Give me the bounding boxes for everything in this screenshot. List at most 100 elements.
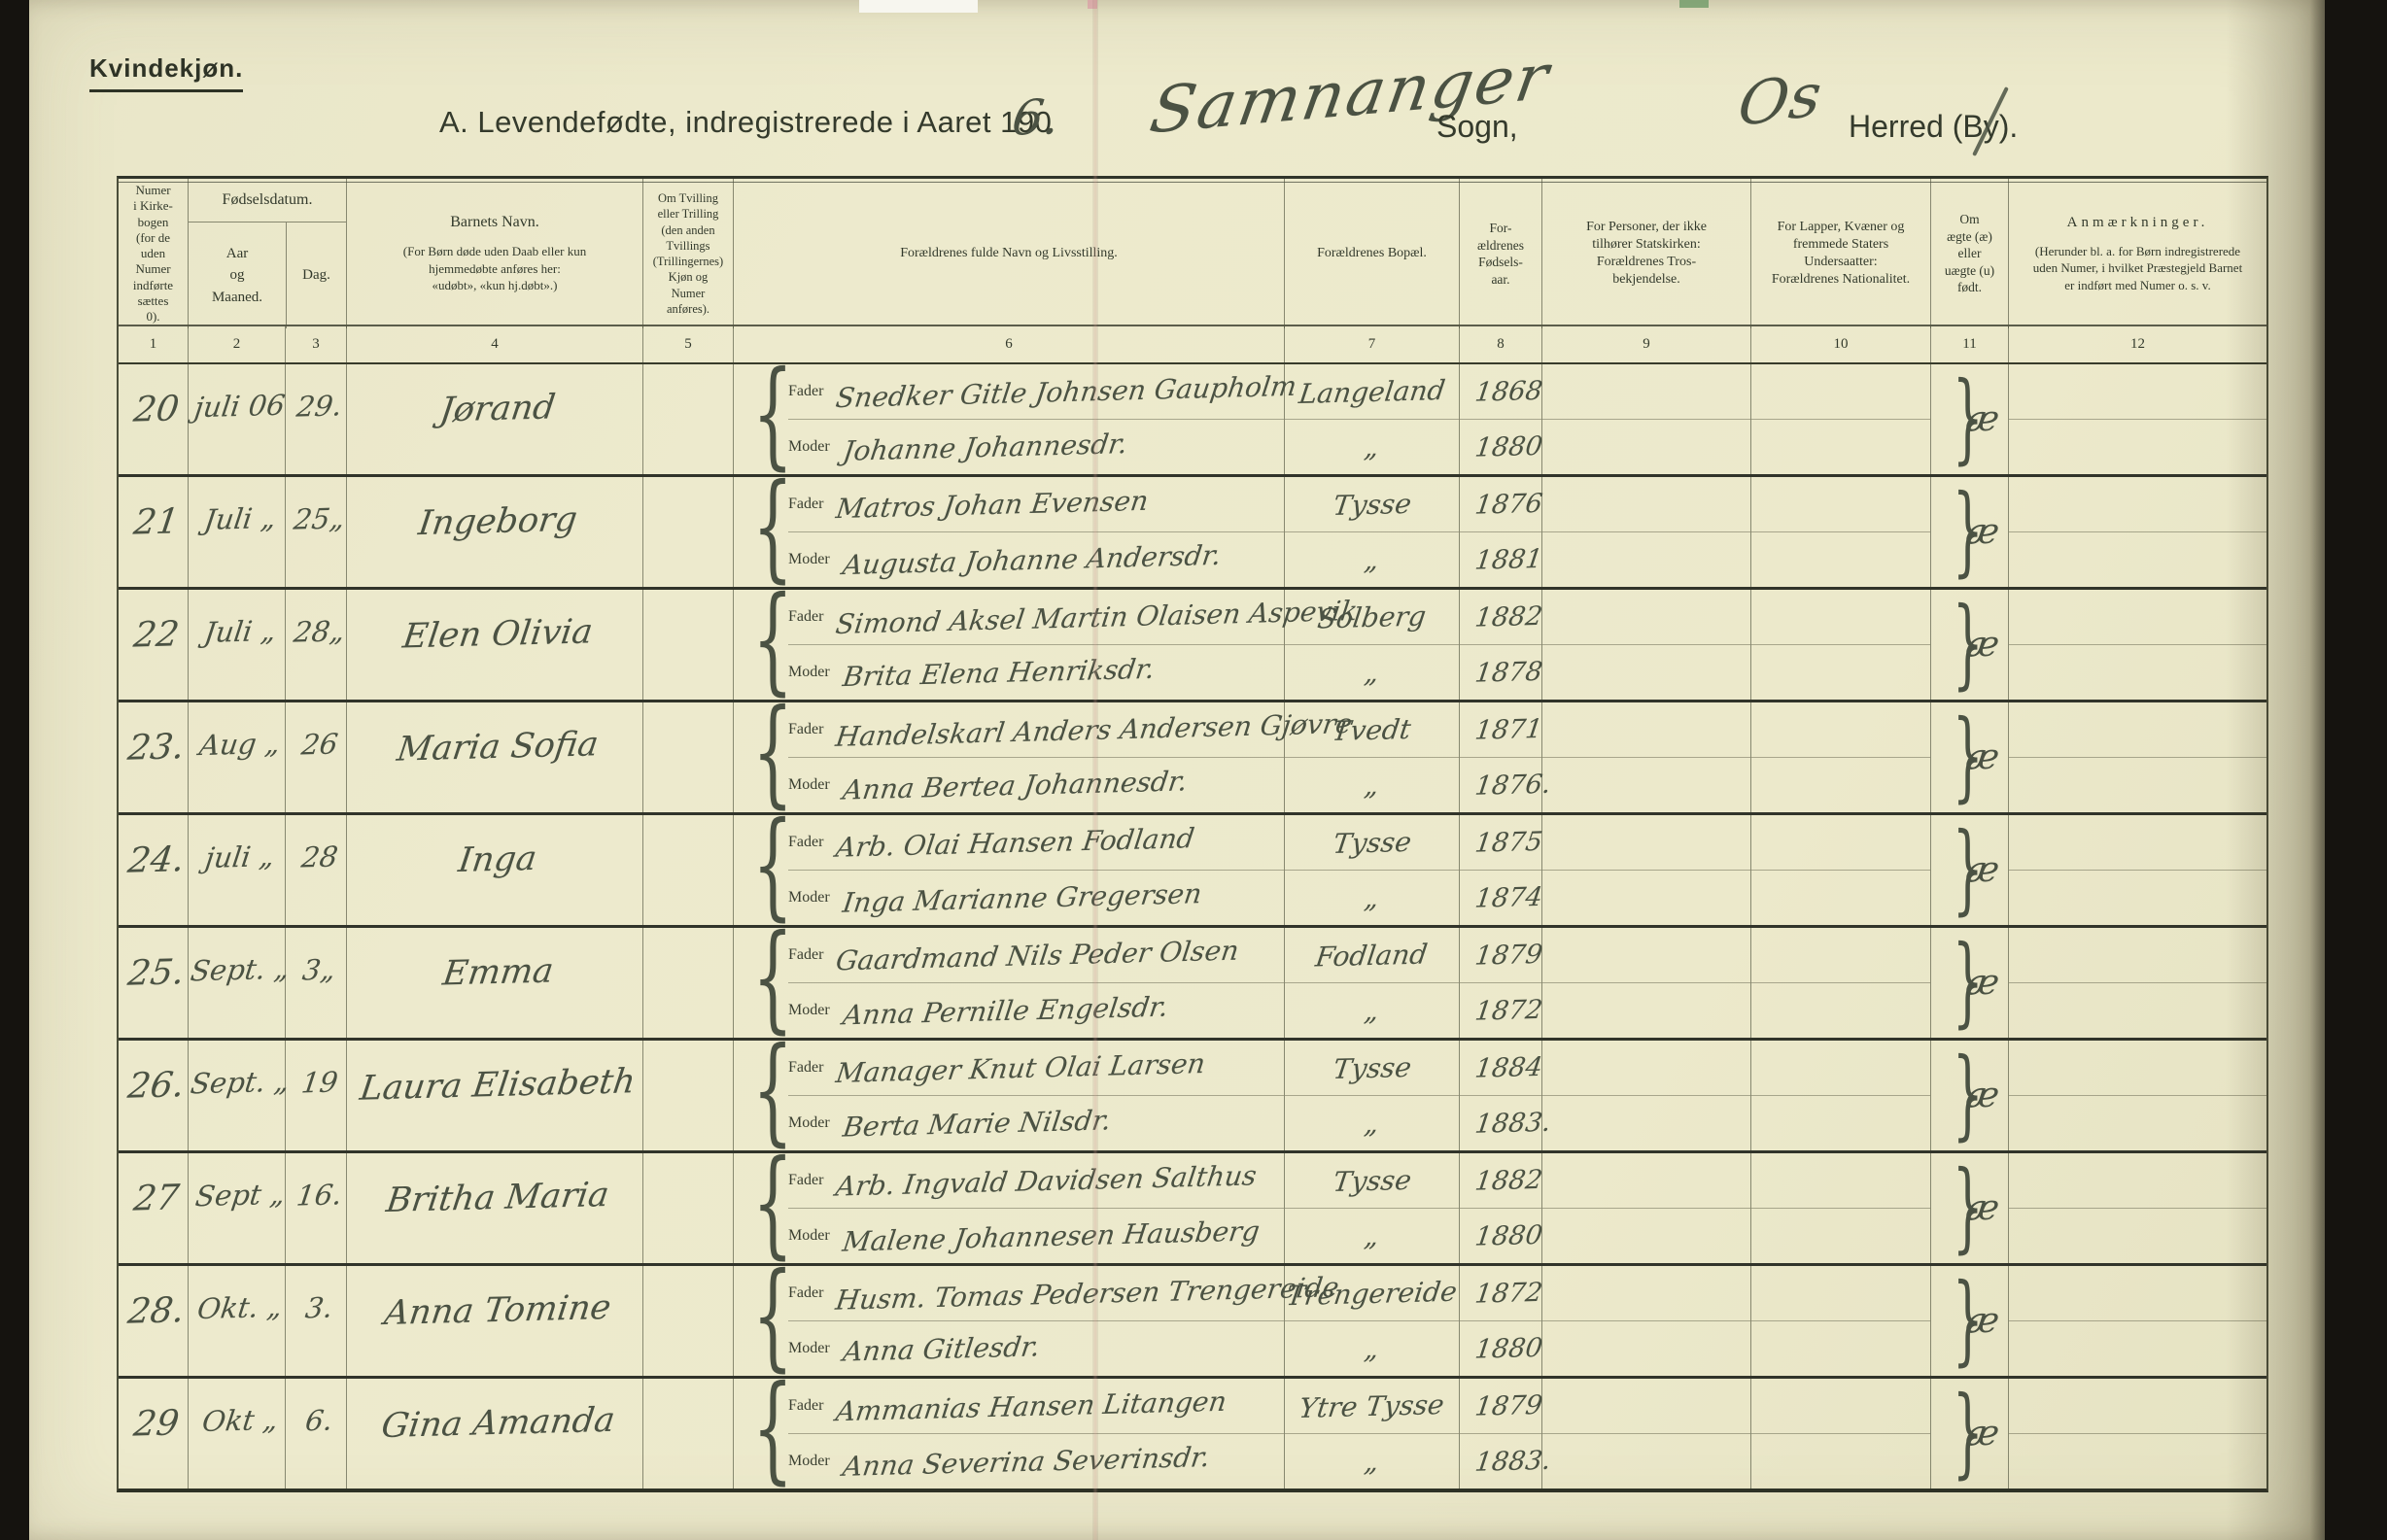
page-curl-shadow <box>2226 0 2325 1540</box>
mother-birth-year: 1874 <box>1472 881 1544 914</box>
mother-label: Moder <box>788 664 830 680</box>
record-number-cell: 28. <box>119 1266 189 1376</box>
father-birth-year: 1879 <box>1472 1389 1544 1422</box>
record-number-cell: 22 <box>119 590 189 700</box>
legitimacy-mark: æ <box>1962 1075 2002 1116</box>
child-name-cell: Ingeborg <box>347 477 643 587</box>
mother-label: Moder <box>788 1114 830 1131</box>
birth-years-cell: 1876 1881 <box>1460 477 1544 587</box>
nationality-cell <box>1751 702 1931 812</box>
record-number-cell: 24. <box>119 815 189 925</box>
child-name: Inga <box>456 838 539 881</box>
page-title: A. Levendefødte, indregistrerede i Aaret… <box>439 105 1053 139</box>
parents-cell: { Fader Husm. Tomas Pedersen Trengereide… <box>734 1257 1341 1376</box>
gender-section-label: Kvindekjøn. <box>89 53 244 92</box>
birth-years-cell: 1879 1883. <box>1460 1379 1553 1489</box>
remarks-cell <box>2009 477 2266 587</box>
record-number: 23. <box>125 727 187 769</box>
birth-month: juli 06 <box>192 388 288 425</box>
record-row: 24. juli „ 28 Inga { Fader Arb. Olai Han… <box>119 806 2266 928</box>
residence-mother: „ <box>1363 881 1381 914</box>
record-number: 29 <box>130 1403 182 1445</box>
mother-row: Moder Brita Elena Henriksdr. <box>788 645 1284 700</box>
remarks-cell <box>2009 1153 2266 1263</box>
column-header-child-name-title: Barnets Navn. <box>450 214 539 231</box>
handwritten-year: 6. <box>1009 88 1063 146</box>
father-birth-year: 1882 <box>1472 600 1544 633</box>
father-name: Manager Knut Olai Larsen <box>834 1046 1208 1089</box>
child-name: Ingeborg <box>416 499 580 544</box>
left-brace: { <box>752 684 794 820</box>
column-number: 9 <box>1542 326 1751 362</box>
birth-years-cell: 1882 1880 <box>1460 1153 1544 1263</box>
record-number-cell: 25. <box>119 928 189 1038</box>
birth-month: Juli „ <box>202 501 278 536</box>
left-brace: { <box>752 797 794 933</box>
residence-father: Tvedt <box>1331 712 1413 747</box>
father-name: Snedker Gitle Johnsen Gaupholm <box>834 369 1299 414</box>
residence-mother: „ <box>1363 1107 1381 1140</box>
twin-info <box>682 615 693 700</box>
mother-label: Moder <box>788 1340 830 1356</box>
creed-cell <box>1542 364 1751 474</box>
mother-birth-year: 1883. <box>1472 1445 1553 1478</box>
column-number: 4 <box>347 326 643 362</box>
column-header-remarks-sub: (Herunder bl. a. for Børn indregistrered… <box>2032 243 2242 292</box>
birth-month-cell: juli 06 <box>189 364 288 474</box>
record-row: 22 Juli „ 28„ Elen Olivia { Fader Simond… <box>119 581 2266 702</box>
twin-cell <box>643 1266 734 1376</box>
birth-day-cell: 3„ <box>286 928 347 1038</box>
column-number: 10 <box>1751 326 1931 362</box>
legitimacy-mark: æ <box>1962 736 2002 778</box>
residence-mother: „ <box>1363 430 1381 463</box>
remarks-cell <box>2009 815 2266 925</box>
child-name: Maria Sofia <box>395 725 602 770</box>
record-number-cell: 26. <box>119 1041 189 1150</box>
residence-mother: „ <box>1363 994 1381 1027</box>
twin-cell <box>643 1153 734 1263</box>
record-number: 26. <box>125 1065 187 1107</box>
column-number: 11 <box>1931 326 2009 362</box>
column-header-creed: For Personer, der ikke tilhører Statskir… <box>1542 179 1751 329</box>
creed-cell <box>1542 1041 1751 1150</box>
record-number-cell: 21 <box>119 477 189 587</box>
mother-label: Moder <box>788 1002 830 1018</box>
paper-fold-line <box>1092 0 1098 1540</box>
residence-mother: „ <box>1363 656 1381 689</box>
mother-birth-year: 1872 <box>1472 994 1544 1027</box>
twin-info <box>682 1291 693 1376</box>
father-birth-year: 1876 <box>1472 488 1544 521</box>
nationality-cell <box>1751 815 1931 925</box>
birth-years-cell: 1879 1872 <box>1460 928 1544 1038</box>
remarks-cell <box>2009 590 2266 700</box>
father-birth-year: 1871 <box>1472 713 1544 746</box>
birth-month: Aug „ <box>197 726 283 763</box>
legitimacy-mark: æ <box>1962 511 2002 553</box>
father-birth-year: 1875 <box>1472 826 1544 859</box>
creed-cell <box>1542 815 1751 925</box>
record-number-cell: 20 <box>119 364 189 474</box>
residence-father: Trengereide <box>1284 1275 1460 1312</box>
birth-day: 28 <box>298 839 340 874</box>
mother-name: Anna Pernille Engelsdr. <box>840 990 1170 1031</box>
twin-info <box>682 390 693 474</box>
birth-month: Sept. „ <box>189 951 292 988</box>
residence-cell: Tysse „ <box>1285 477 1460 587</box>
birth-month-cell: Sept „ <box>189 1153 287 1263</box>
scan-edge-artifact <box>859 0 978 13</box>
column-header-remarks-title: Anmærkninger. <box>2066 215 2209 231</box>
parents-cell: { Fader Matros Johan Evensen Moder Augus… <box>734 468 1285 587</box>
table-header: Numer i Kirke- bogen (for de uden Numer … <box>119 179 2266 329</box>
birth-month: Okt. „ <box>195 1289 285 1326</box>
child-name: Britha Maria <box>384 1176 612 1220</box>
record-number: 22 <box>130 614 182 656</box>
birth-day: 16. <box>294 1178 344 1213</box>
creed-cell <box>1542 1379 1751 1489</box>
left-brace: { <box>752 1022 794 1158</box>
left-brace: { <box>752 1360 794 1496</box>
residence-mother: „ <box>1363 1445 1381 1478</box>
child-name-cell: Emma <box>347 928 643 1038</box>
parents-cell: { Fader Manager Knut Olai Larsen Moder B… <box>734 1032 1285 1150</box>
mother-row: Moder Augusta Johanne Andersdr. <box>788 532 1284 587</box>
birth-years-cell: 1871 1876. <box>1460 702 1553 812</box>
